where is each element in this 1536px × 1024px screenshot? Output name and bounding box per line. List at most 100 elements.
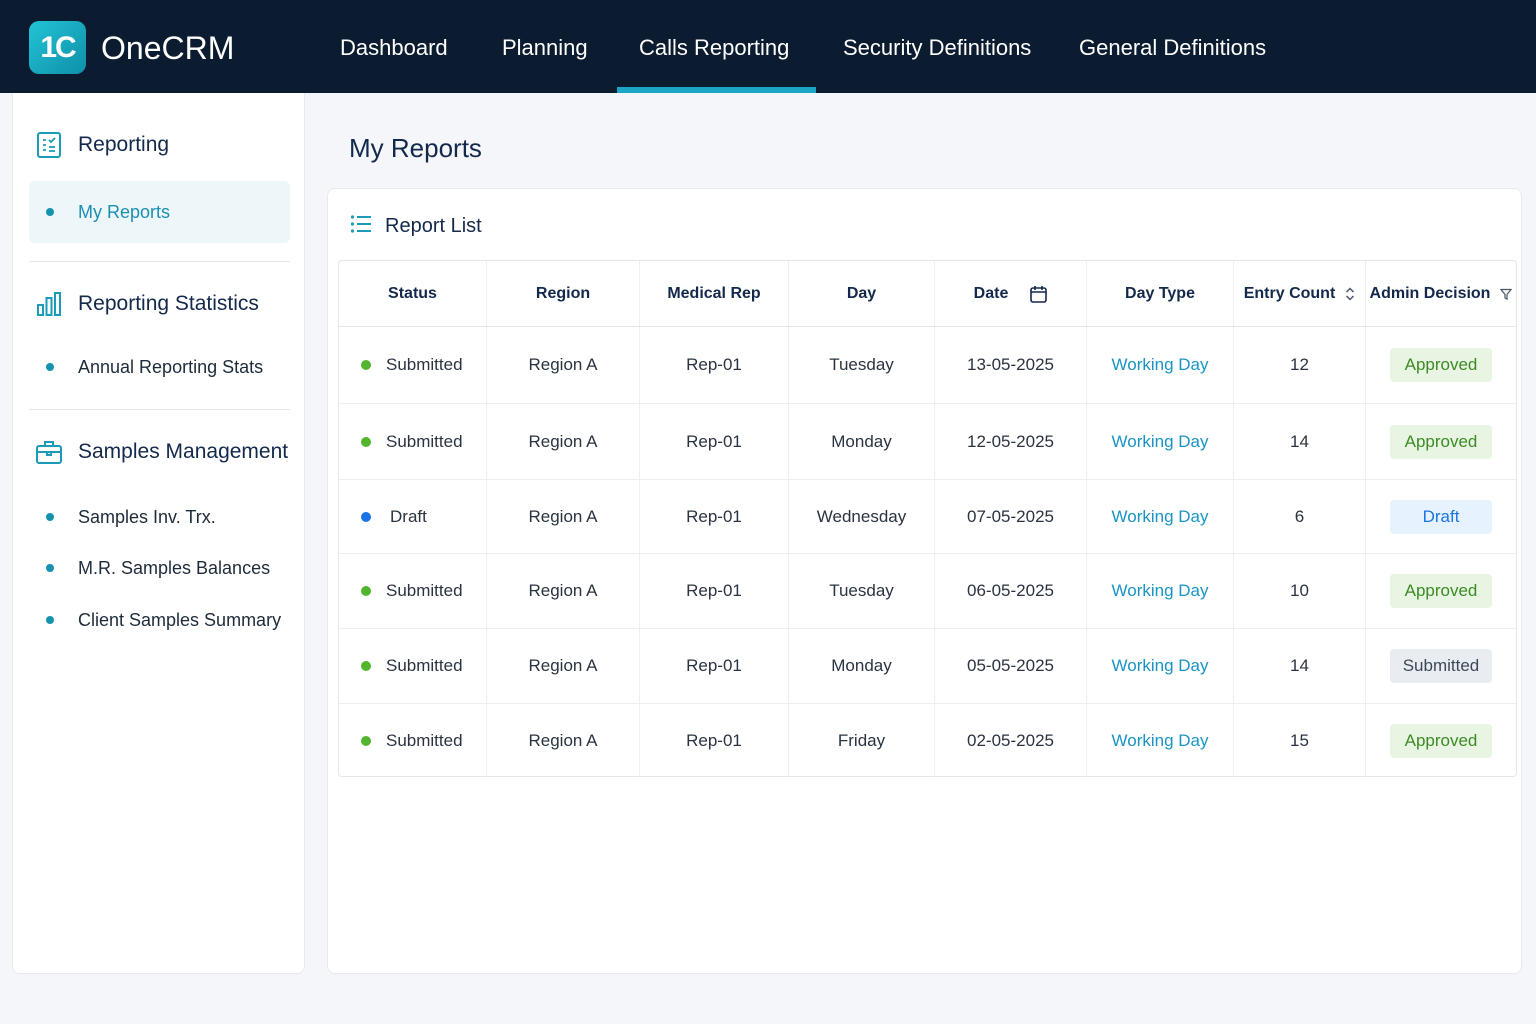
column-header-day[interactable]: Day bbox=[789, 261, 935, 326]
status-dot-icon bbox=[361, 360, 371, 370]
table-row[interactable]: Submitted Region A Rep-01 Monday 05-05-2025 W… bbox=[339, 629, 1516, 704]
column-header-status[interactable]: Status bbox=[339, 261, 487, 326]
bar-chart-icon bbox=[35, 290, 63, 318]
table-row[interactable]: Submitted Region A Rep-01 Tuesday 06-05-2025… bbox=[339, 554, 1516, 629]
decision-badge: Approved bbox=[1390, 348, 1492, 382]
status-text: Submitted bbox=[386, 431, 463, 451]
region-cell: Region A bbox=[487, 704, 640, 777]
region-text: Region A bbox=[528, 581, 598, 600]
day-type-cell[interactable]: Working Day bbox=[1087, 480, 1234, 553]
table-row[interactable]: Submitted Region A Rep-01 Friday 02-05-2025 W… bbox=[339, 704, 1516, 777]
sidebar-item-mr-samples-balances[interactable]: M.R. Samples Balances bbox=[29, 537, 290, 599]
day-type-link[interactable]: Working Day bbox=[1111, 506, 1209, 526]
status-dot-icon bbox=[361, 661, 371, 671]
nav-general-definitions[interactable]: General Definitions bbox=[1079, 35, 1267, 60]
date-text: 05-05-2025 bbox=[967, 656, 1054, 675]
sidebar-item-samples-inv-trx[interactable]: Samples Inv. Trx. bbox=[29, 486, 290, 548]
day-type-cell[interactable]: Working Day bbox=[1087, 554, 1234, 628]
status-cell: Submitted bbox=[339, 554, 487, 628]
report-icon bbox=[35, 131, 63, 159]
day-type-link[interactable]: Working Day bbox=[1111, 730, 1209, 750]
sidebar-section-reporting-statistics[interactable]: Reporting Statistics bbox=[35, 290, 259, 318]
date-cell: 02-05-2025 bbox=[935, 704, 1087, 777]
medical-rep-text: Rep-01 bbox=[686, 431, 742, 451]
date-text: 13-05-2025 bbox=[967, 355, 1054, 374]
column-header-date[interactable]: Date bbox=[935, 261, 1087, 326]
sidebar-item-client-samples-summary[interactable]: Client Samples Summary bbox=[29, 589, 290, 651]
sidebar-section-label: Reporting bbox=[78, 133, 170, 156]
region-text: Region A bbox=[528, 506, 598, 526]
sidebar-item-my-reports[interactable]: My Reports bbox=[29, 181, 290, 243]
nav-planning[interactable]: Planning bbox=[502, 35, 588, 60]
status-text: Submitted bbox=[386, 656, 463, 675]
date-cell: 12-05-2025 bbox=[935, 404, 1087, 479]
card-header: Report List bbox=[350, 214, 482, 239]
sidebar-item-annual-reporting-stats[interactable]: Annual Reporting Stats bbox=[29, 336, 290, 398]
column-header-label: Entry Count bbox=[1243, 284, 1336, 302]
medical-rep-text: Rep-01 bbox=[686, 730, 742, 750]
entry-count-text: 14 bbox=[1290, 656, 1309, 675]
column-header-entry-count[interactable]: Entry Count bbox=[1234, 261, 1366, 326]
day-type-cell[interactable]: Working Day bbox=[1087, 404, 1234, 479]
table-row[interactable]: Draft Region A Rep-01 Wednesday 07-05-2025 Wo… bbox=[339, 480, 1516, 554]
column-header-label: Admin Decision bbox=[1369, 284, 1491, 302]
entry-count-text: 12 bbox=[1290, 355, 1309, 374]
status-dot-icon bbox=[361, 436, 371, 447]
column-header-label: Region bbox=[535, 284, 591, 302]
medical-rep-cell: Rep-01 bbox=[640, 554, 789, 628]
sidebar-item-label: Client Samples Summary bbox=[78, 609, 282, 630]
date-text: 12-05-2025 bbox=[967, 431, 1054, 451]
entry-count-text: 10 bbox=[1290, 581, 1309, 600]
page-title: My Reports bbox=[349, 133, 482, 163]
column-header-day-type[interactable]: Day Type bbox=[1087, 261, 1234, 326]
day-type-link[interactable]: Working Day bbox=[1111, 355, 1209, 374]
sort-icon[interactable] bbox=[1345, 286, 1355, 302]
status-text: Submitted bbox=[386, 581, 463, 600]
day-type-cell[interactable]: Working Day bbox=[1087, 327, 1234, 403]
day-type-cell[interactable]: Working Day bbox=[1087, 629, 1234, 703]
column-header-medical-rep[interactable]: Medical Rep bbox=[640, 261, 789, 326]
status-dot-icon bbox=[361, 586, 371, 596]
calendar-icon[interactable] bbox=[1030, 285, 1048, 303]
sidebar-section-reporting[interactable]: Reporting bbox=[35, 131, 169, 159]
medical-rep-text: Rep-01 bbox=[686, 506, 742, 526]
nav-security-definitions[interactable]: Security Definitions bbox=[843, 35, 1032, 60]
status-cell: Draft bbox=[339, 480, 487, 553]
sidebar-item-label: My Reports bbox=[78, 201, 171, 222]
day-text: Wednesday bbox=[816, 506, 907, 526]
report-table: Status Region Medical Rep Day Date Day T… bbox=[338, 260, 1517, 777]
status-cell: Submitted bbox=[339, 327, 487, 403]
nav-calls-reporting[interactable]: Calls Reporting bbox=[639, 35, 790, 60]
bullet-icon bbox=[46, 208, 54, 216]
decision-badge: Approved bbox=[1390, 574, 1492, 608]
table-row[interactable]: Submitted Region A Rep-01 Tuesday 13-05-2025… bbox=[339, 327, 1516, 404]
table-row[interactable]: Submitted Region A Rep-01 Monday 12-05-2025 W… bbox=[339, 404, 1516, 480]
day-type-cell[interactable]: Working Day bbox=[1087, 704, 1234, 777]
day-type-link[interactable]: Working Day bbox=[1111, 656, 1209, 675]
day-type-link[interactable]: Working Day bbox=[1111, 581, 1209, 600]
status-cell: Submitted bbox=[339, 404, 487, 479]
sidebar-item-label: M.R. Samples Balances bbox=[78, 557, 271, 578]
nav-dashboard[interactable]: Dashboard bbox=[340, 35, 448, 60]
status-text: Submitted bbox=[386, 730, 463, 750]
day-text: Friday bbox=[837, 730, 886, 750]
day-type-link[interactable]: Working Day bbox=[1111, 431, 1209, 451]
column-header-region[interactable]: Region bbox=[487, 261, 640, 326]
column-header-label: Date bbox=[973, 284, 1009, 302]
sidebar-divider bbox=[29, 409, 290, 410]
table-header-row: Status Region Medical Rep Day Date Day T… bbox=[339, 261, 1516, 327]
region-cell: Region A bbox=[487, 629, 640, 703]
region-text: Region A bbox=[528, 730, 598, 750]
logo[interactable]: 1C bbox=[29, 21, 86, 74]
column-header-admin-decision[interactable]: Admin Decision bbox=[1366, 261, 1516, 326]
medical-rep-cell: Rep-01 bbox=[640, 404, 789, 479]
sidebar-section-label: Reporting Statistics bbox=[78, 292, 259, 315]
entry-count-cell: 10 bbox=[1234, 554, 1366, 628]
column-header-label: Medical Rep bbox=[667, 284, 761, 302]
entry-count-cell: 14 bbox=[1234, 629, 1366, 703]
day-cell: Monday bbox=[789, 629, 935, 703]
medical-rep-cell: Rep-01 bbox=[640, 480, 789, 553]
medical-rep-text: Rep-01 bbox=[686, 355, 742, 374]
sidebar-section-samples-management[interactable]: Samples Management bbox=[35, 438, 288, 466]
filter-icon[interactable] bbox=[1500, 288, 1513, 300]
